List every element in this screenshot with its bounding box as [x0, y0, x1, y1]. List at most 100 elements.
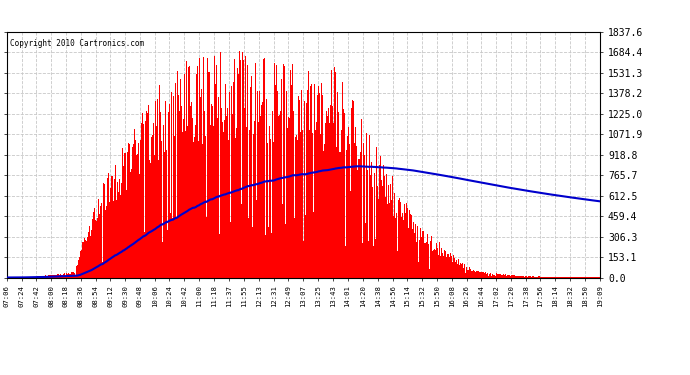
Bar: [197, 66, 198, 278]
Bar: [346, 150, 347, 278]
Bar: [489, 274, 490, 278]
Bar: [215, 84, 216, 278]
Bar: [212, 230, 213, 278]
Bar: [86, 241, 87, 278]
Bar: [336, 147, 337, 278]
Bar: [326, 111, 327, 278]
Bar: [433, 250, 434, 278]
Bar: [333, 123, 334, 278]
Bar: [515, 276, 516, 278]
Text: Copyright 2010 Cartronics.com: Copyright 2010 Cartronics.com: [10, 39, 144, 48]
Bar: [428, 244, 429, 278]
Bar: [507, 275, 508, 278]
Bar: [95, 220, 96, 278]
Bar: [296, 135, 297, 278]
Bar: [500, 274, 501, 278]
Bar: [335, 72, 336, 278]
Bar: [294, 219, 295, 278]
Bar: [430, 241, 431, 278]
Bar: [207, 58, 208, 278]
Bar: [442, 253, 443, 278]
Bar: [415, 224, 416, 278]
Bar: [458, 259, 459, 278]
Bar: [118, 192, 119, 278]
Bar: [275, 84, 276, 278]
Bar: [268, 61, 270, 278]
Bar: [545, 277, 546, 278]
Bar: [146, 111, 148, 278]
Bar: [245, 56, 246, 278]
Bar: [190, 106, 191, 278]
Bar: [373, 148, 375, 278]
Bar: [516, 276, 517, 278]
Bar: [214, 56, 215, 278]
Bar: [101, 262, 103, 278]
Bar: [570, 277, 571, 278]
Bar: [75, 276, 76, 278]
Bar: [556, 277, 557, 278]
Bar: [239, 51, 240, 278]
Bar: [582, 277, 583, 278]
Bar: [431, 236, 432, 278]
Bar: [141, 154, 142, 278]
Bar: [345, 246, 346, 278]
Bar: [231, 86, 232, 278]
Bar: [204, 111, 205, 278]
Bar: [300, 132, 302, 278]
Bar: [473, 270, 474, 278]
Bar: [550, 277, 551, 278]
Bar: [381, 180, 382, 278]
Bar: [61, 274, 62, 278]
Bar: [413, 236, 414, 278]
Bar: [51, 276, 52, 278]
Bar: [437, 248, 438, 278]
Bar: [163, 125, 164, 278]
Bar: [494, 275, 495, 278]
Bar: [355, 127, 356, 278]
Bar: [482, 272, 484, 278]
Bar: [318, 86, 319, 278]
Bar: [164, 152, 166, 278]
Bar: [55, 274, 56, 278]
Bar: [353, 100, 354, 278]
Bar: [186, 61, 187, 278]
Bar: [73, 272, 74, 278]
Bar: [334, 68, 335, 278]
Bar: [509, 274, 510, 278]
Bar: [289, 118, 290, 278]
Bar: [419, 240, 420, 278]
Bar: [283, 64, 284, 278]
Bar: [440, 256, 441, 278]
Bar: [354, 143, 355, 278]
Bar: [491, 273, 493, 278]
Bar: [452, 262, 453, 278]
Bar: [402, 213, 403, 278]
Bar: [251, 76, 253, 278]
Bar: [165, 101, 166, 278]
Bar: [66, 273, 67, 278]
Bar: [193, 142, 194, 278]
Bar: [504, 275, 506, 278]
Bar: [67, 274, 68, 278]
Bar: [456, 260, 457, 278]
Bar: [337, 112, 339, 278]
Bar: [254, 122, 255, 278]
Bar: [144, 231, 145, 278]
Bar: [199, 58, 200, 278]
Bar: [178, 95, 179, 278]
Bar: [417, 235, 418, 278]
Bar: [68, 273, 69, 278]
Bar: [45, 276, 46, 278]
Bar: [562, 277, 563, 278]
Bar: [359, 152, 361, 278]
Bar: [259, 83, 261, 278]
Bar: [506, 276, 507, 278]
Bar: [133, 144, 135, 278]
Bar: [324, 144, 325, 278]
Bar: [475, 272, 476, 278]
Bar: [323, 151, 324, 278]
Bar: [53, 275, 54, 278]
Bar: [429, 268, 430, 278]
Bar: [527, 277, 529, 278]
Bar: [47, 276, 48, 278]
